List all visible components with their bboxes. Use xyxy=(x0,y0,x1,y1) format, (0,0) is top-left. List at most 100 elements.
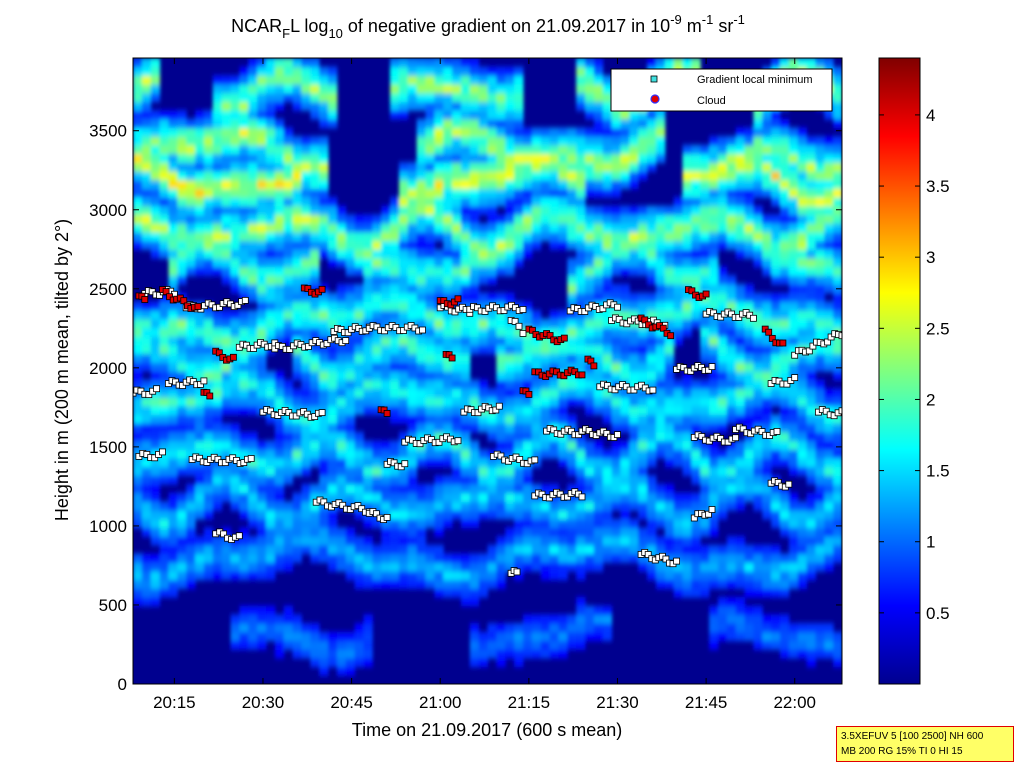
heatmap-cell xyxy=(416,240,427,250)
heatmap-cell xyxy=(363,484,373,494)
gradient-minimum-marker xyxy=(822,407,830,415)
heatmap-cell xyxy=(452,92,462,103)
heatmap-cell xyxy=(655,371,666,381)
gradient-minimum-marker xyxy=(739,425,747,433)
heatmap-cell xyxy=(150,310,161,320)
heatmap-cell xyxy=(522,362,533,372)
heatmap-cell xyxy=(221,466,232,476)
heatmap-cell xyxy=(390,475,400,485)
heatmap-cell xyxy=(133,153,143,163)
heatmap-cell xyxy=(602,388,613,398)
heatmap-cell xyxy=(336,231,347,242)
heatmap-cell xyxy=(434,510,444,520)
heatmap-cell xyxy=(336,414,347,424)
heatmap-cell xyxy=(788,553,799,563)
heatmap-cell xyxy=(797,431,808,442)
heatmap-cell xyxy=(469,579,480,589)
heatmap-cell xyxy=(283,431,294,442)
heatmap-cell xyxy=(230,162,240,172)
heatmap-cell xyxy=(567,466,577,476)
heatmap-cell xyxy=(788,144,799,155)
heatmap-cell xyxy=(584,475,595,485)
heatmap-cell xyxy=(576,457,586,468)
heatmap-cell xyxy=(221,171,232,181)
heatmap-cell xyxy=(576,484,586,494)
heatmap-cell xyxy=(257,205,267,216)
heatmap-cell xyxy=(292,101,302,111)
heatmap-cell xyxy=(673,310,684,320)
gradient-minimum-marker xyxy=(614,303,621,311)
heatmap-cell xyxy=(478,240,489,250)
heatmap-cell xyxy=(833,414,842,424)
heatmap xyxy=(133,58,842,676)
heatmap-cell xyxy=(549,197,559,207)
heatmap-cell xyxy=(682,188,692,198)
heatmap-cell xyxy=(514,397,524,407)
heatmap-cell xyxy=(186,362,196,372)
heatmap-cell xyxy=(336,292,347,303)
heatmap-cell xyxy=(567,257,577,268)
heatmap-cell xyxy=(248,614,258,624)
heatmap-cell xyxy=(709,284,719,294)
heatmap-cell xyxy=(788,336,799,346)
heatmap-cell xyxy=(345,666,356,676)
heatmap-cell xyxy=(283,327,294,337)
legend-label-cloud: Cloud xyxy=(697,95,726,107)
heatmap-cell xyxy=(452,179,462,190)
heatmap-cell xyxy=(806,649,817,659)
heatmap-cell xyxy=(655,284,666,294)
heatmap-cell xyxy=(150,318,161,329)
heatmap-cell xyxy=(425,440,435,450)
heatmap-cell xyxy=(735,292,746,303)
heatmap-cell xyxy=(496,92,506,103)
heatmap-cell xyxy=(416,84,427,94)
heatmap-cell xyxy=(274,318,285,329)
heatmap-cell xyxy=(673,336,684,346)
heatmap-cell xyxy=(593,484,604,494)
heatmap-cell xyxy=(744,492,754,503)
heatmap-cell xyxy=(478,649,489,659)
heatmap-cell xyxy=(753,388,763,398)
heatmap-cell xyxy=(514,214,524,224)
heatmap-cell xyxy=(469,623,480,633)
heatmap-cell xyxy=(744,188,754,198)
heatmap-cell xyxy=(602,171,613,181)
heatmap-cell xyxy=(141,484,152,494)
heatmap-cell xyxy=(558,649,568,659)
heatmap-cell xyxy=(363,405,373,416)
heatmap-cell xyxy=(319,544,329,555)
heatmap-cell xyxy=(514,144,524,155)
heatmap-cell xyxy=(265,84,276,94)
heatmap-cell xyxy=(248,197,258,207)
heatmap-cell xyxy=(717,449,728,459)
heatmap-cell xyxy=(833,388,842,398)
x-tick-label: 22:00 xyxy=(773,693,816,712)
heatmap-cell xyxy=(345,501,356,511)
heatmap-cell xyxy=(177,197,187,207)
chart-title: NCARFL log10 of negative gradient on 21.… xyxy=(231,12,745,41)
heatmap-cell xyxy=(239,449,249,459)
heatmap-cell xyxy=(336,284,347,294)
heatmap-cell xyxy=(753,397,763,407)
heatmap-cell xyxy=(168,136,178,146)
heatmap-cell xyxy=(133,118,143,129)
heatmap-cell xyxy=(567,144,577,155)
heatmap-cell xyxy=(283,379,294,389)
heatmap-cell xyxy=(620,327,630,337)
heatmap-cell xyxy=(336,301,347,311)
heatmap-cell xyxy=(824,423,834,433)
heatmap-cell xyxy=(425,318,435,329)
heatmap-cell xyxy=(709,162,719,172)
heatmap-cell xyxy=(239,431,249,442)
heatmap-cell xyxy=(673,388,684,398)
heatmap-cell xyxy=(753,379,763,389)
heatmap-cell xyxy=(593,318,604,329)
heatmap-cell xyxy=(717,284,728,294)
heatmap-cell xyxy=(292,292,302,303)
heatmap-cell xyxy=(460,414,471,424)
heatmap-cell xyxy=(779,197,790,207)
heatmap-cell xyxy=(221,197,232,207)
heatmap-cell xyxy=(398,223,409,233)
heatmap-cell xyxy=(159,553,170,563)
heatmap-cell xyxy=(753,257,763,268)
